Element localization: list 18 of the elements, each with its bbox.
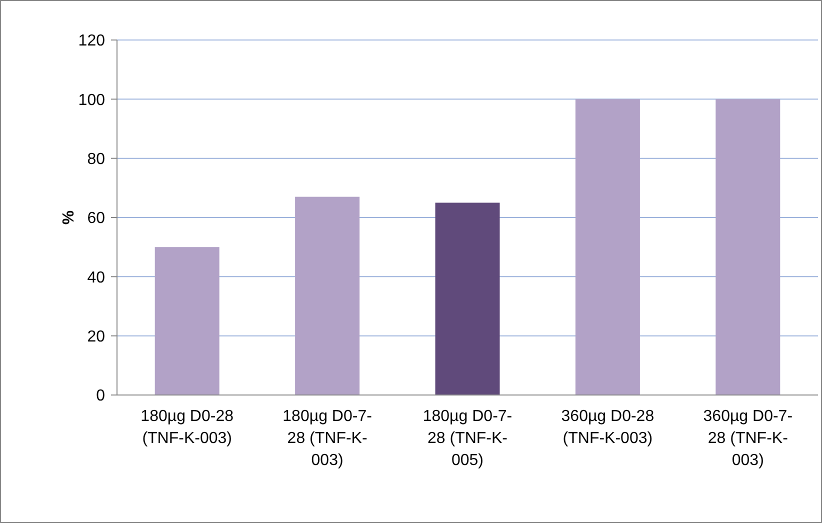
x-tick-label: 360µg D0-28 (TNF-K-003) [561, 408, 654, 447]
bar [716, 99, 780, 395]
bar [435, 202, 500, 395]
y-tick-label: 80 [87, 150, 106, 168]
y-tick-label: 100 [78, 92, 106, 109]
x-tick-label: 180µg D0-7-28 (TNF-K-005) [422, 408, 512, 469]
x-tick-label: 180µg D0-7-28 (TNF-K-003) [282, 408, 372, 469]
bar [575, 99, 640, 395]
y-axis-title: % [60, 210, 78, 225]
bar [154, 247, 220, 395]
y-tick-label: 20 [87, 328, 106, 346]
x-tick-label: 360µg D0-7-28 (TNF-K-003) [703, 408, 793, 469]
y-tick-label: 60 [87, 210, 106, 228]
y-tick-label: 40 [87, 269, 106, 286]
y-tick-label: 120 [78, 32, 106, 50]
x-tick-label: 180µg D0-28 (TNF-K-003) [140, 408, 234, 447]
y-tick-label: 0 [96, 388, 106, 405]
bar [295, 196, 360, 395]
